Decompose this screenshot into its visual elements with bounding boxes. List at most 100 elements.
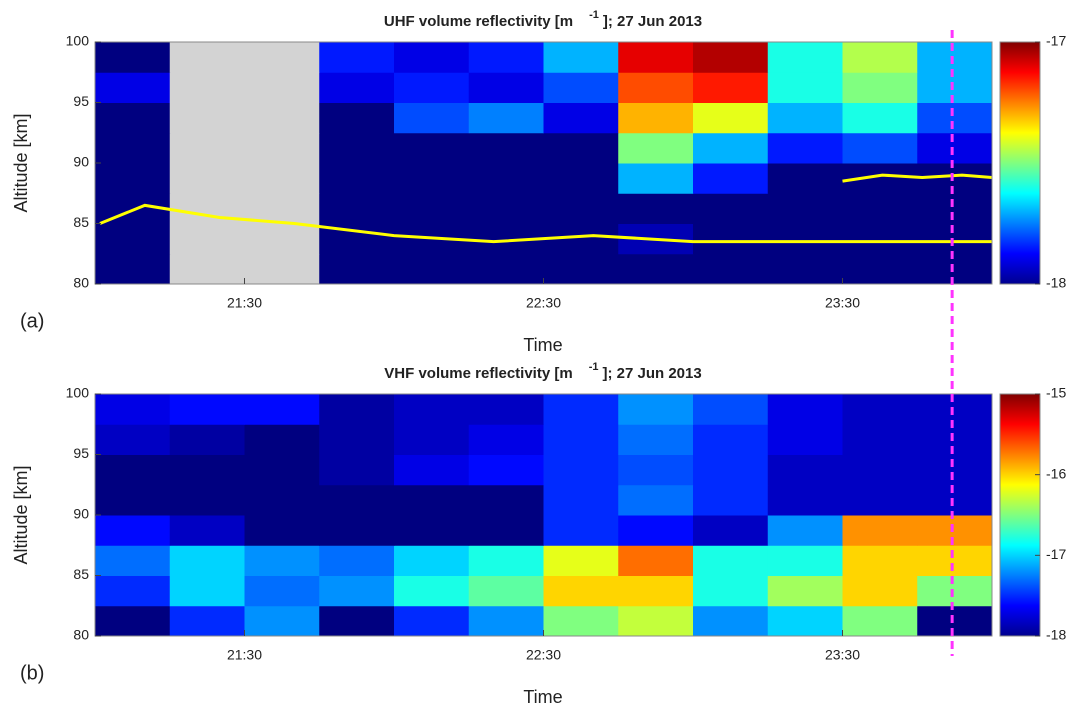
heatmap-cell <box>917 394 993 425</box>
colorbar-tick-label: -17 <box>1046 546 1066 562</box>
heatmap-cell <box>917 193 993 224</box>
heatmap-cell <box>693 223 769 255</box>
heatmap-cell <box>543 454 619 486</box>
heatmap-cell <box>618 72 694 103</box>
heatmap-cell <box>917 575 993 607</box>
heatmap-cell <box>842 132 918 164</box>
no-data-cell <box>169 163 245 194</box>
heatmap-cell <box>319 454 395 486</box>
heatmap-cell <box>394 454 470 486</box>
title-suffix: ]; 27 Jun 2013 <box>603 13 702 30</box>
heatmap-cell <box>842 394 918 425</box>
heatmap-cell <box>319 132 395 164</box>
heatmap-cell <box>244 454 320 486</box>
heatmap-cell <box>468 545 544 576</box>
heatmap-cell <box>319 253 395 285</box>
heatmap-cell <box>468 424 544 455</box>
heatmap-cell <box>767 102 843 134</box>
heatmap-cell <box>319 545 395 576</box>
heatmap-cell <box>842 424 918 455</box>
heatmap-cell <box>767 72 843 103</box>
heatmap-cell <box>917 223 993 255</box>
heatmap-cell <box>693 575 769 607</box>
heatmap-cell <box>394 424 470 455</box>
heatmap-cell <box>468 42 544 73</box>
heatmap-cell <box>842 454 918 486</box>
heatmap-cell <box>319 42 395 73</box>
heatmap-cell <box>842 575 918 607</box>
heatmap-cell <box>95 545 171 576</box>
heatmap-cell <box>468 193 544 224</box>
heatmap-cell <box>95 515 171 546</box>
y-tick-label: 80 <box>73 275 89 291</box>
heatmap-cell <box>543 42 619 73</box>
heatmap-cell <box>394 575 470 607</box>
heatmap-cell <box>394 515 470 546</box>
x-tick-label: 21:30 <box>227 295 262 311</box>
heatmap-cell <box>618 102 694 134</box>
heatmap-cell <box>394 394 470 425</box>
panel-label: (a) <box>20 310 44 332</box>
contour-line <box>99 203 992 244</box>
heatmap-cell <box>917 72 993 103</box>
no-data-cell <box>169 223 245 255</box>
heatmap-cell <box>917 454 993 486</box>
no-data-cell <box>169 102 245 134</box>
heatmap-cell <box>842 193 918 224</box>
heatmap-cell <box>394 132 470 164</box>
x-axis-label: Time <box>523 687 562 707</box>
heatmap-cell <box>917 484 993 516</box>
heatmap-cell <box>693 193 769 224</box>
heatmap-cell <box>394 545 470 576</box>
x-tick-label: 22:30 <box>526 295 561 311</box>
heatmap-cell <box>917 424 993 455</box>
heatmap-cell <box>468 484 544 516</box>
colorbar-tick-label: -16 <box>1046 465 1066 481</box>
no-data-cell <box>169 42 245 73</box>
no-data-cell <box>244 102 320 134</box>
y-tick-label: 90 <box>73 154 89 170</box>
y-tick-label: 95 <box>73 93 89 109</box>
heatmap-cell <box>543 394 619 425</box>
heatmap-cell <box>319 102 395 134</box>
heatmap-cell <box>394 72 470 103</box>
no-data-cell <box>244 253 320 285</box>
heatmap-cell <box>319 424 395 455</box>
heatmap-cell <box>244 484 320 516</box>
heatmap-cell <box>917 253 993 285</box>
heatmap-cell <box>618 42 694 73</box>
no-data-cell <box>244 223 320 255</box>
heatmap-cell <box>543 605 619 637</box>
heatmap-cell <box>693 454 769 486</box>
no-data-cell <box>169 72 245 103</box>
heatmap-cell <box>394 102 470 134</box>
heatmap-cell <box>618 193 694 224</box>
no-data-cell <box>244 42 320 73</box>
heatmap-cell <box>767 484 843 516</box>
title-superscript: -1 <box>589 9 599 21</box>
heatmap-cell <box>169 545 245 576</box>
heatmap-cell <box>767 42 843 73</box>
heatmap-cell <box>468 253 544 285</box>
heatmap-cell <box>767 454 843 486</box>
no-data-cell <box>244 193 320 224</box>
heatmap-cell <box>842 42 918 73</box>
heatmap-cell <box>95 605 171 637</box>
chart-title: VHF volume reflectivity [m -1]; 27 Jun 20… <box>384 361 701 382</box>
heatmap-cell <box>169 605 245 637</box>
heatmap-cell <box>95 575 171 607</box>
no-data-cell <box>169 132 245 164</box>
heatmap-cell <box>394 193 470 224</box>
heatmap-cell <box>244 545 320 576</box>
heatmap-cell <box>842 253 918 285</box>
heatmap-cell <box>693 545 769 576</box>
heatmap-cell <box>693 484 769 516</box>
heatmap-cell <box>842 545 918 576</box>
heatmap-cell <box>693 163 769 194</box>
no-data-cell <box>169 253 245 285</box>
colorbar <box>999 41 1041 285</box>
y-tick-label: 95 <box>73 445 89 461</box>
heatmap-cell <box>543 102 619 134</box>
heatmap-cell <box>767 163 843 194</box>
